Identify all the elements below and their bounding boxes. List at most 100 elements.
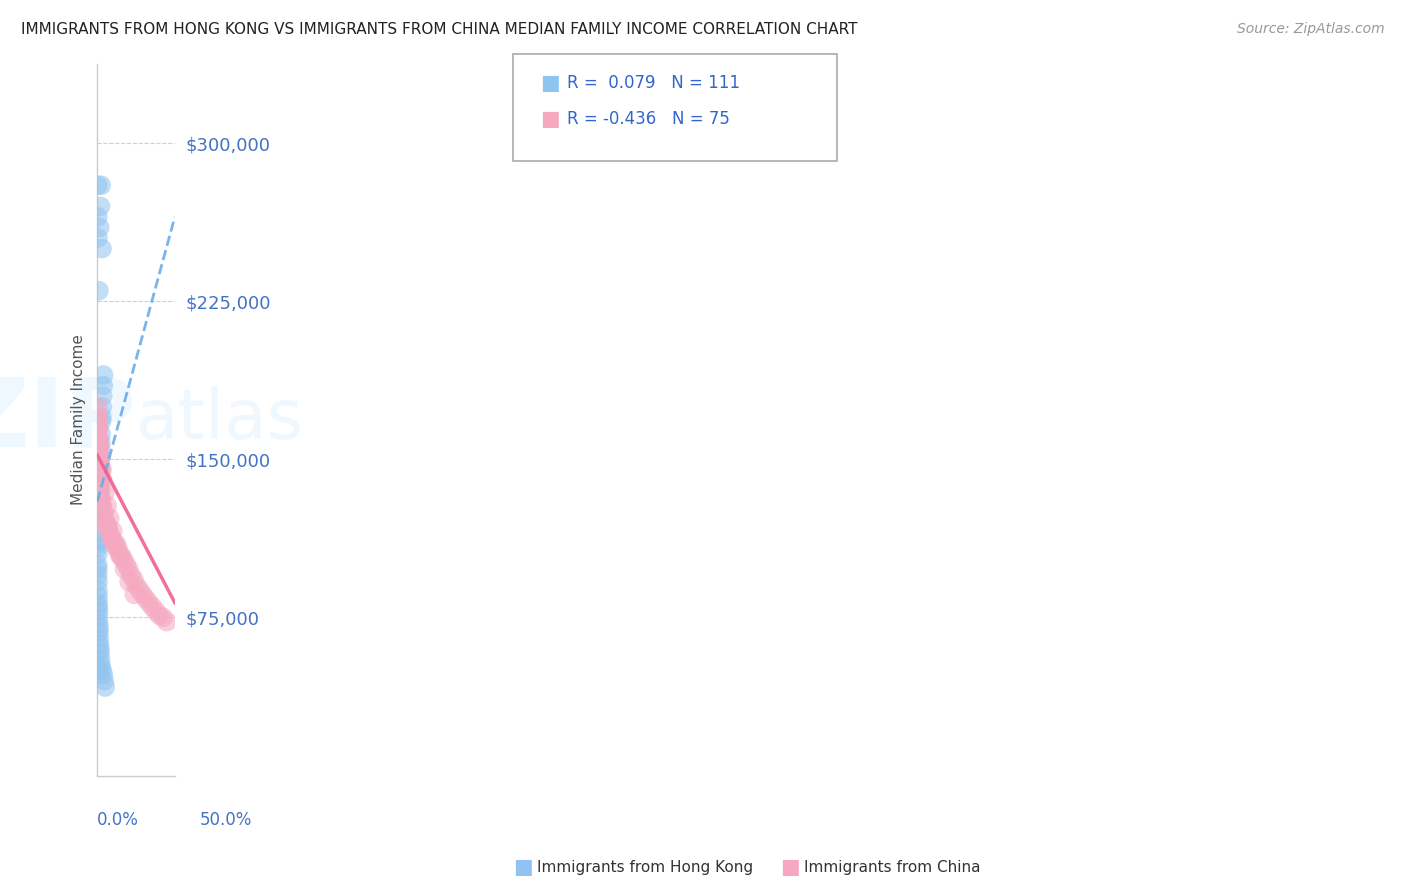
Point — [120, 568, 142, 582]
Point — [87, 463, 110, 477]
Point — [87, 494, 110, 508]
Point — [138, 596, 160, 610]
Point — [118, 574, 141, 589]
Point — [91, 389, 114, 403]
Point — [98, 511, 121, 525]
Point — [87, 562, 110, 576]
Text: ■: ■ — [780, 857, 800, 877]
Point — [93, 505, 115, 519]
Point — [87, 231, 110, 245]
Point — [87, 499, 110, 513]
Text: ■: ■ — [540, 73, 560, 93]
Point — [91, 410, 114, 425]
Text: atlas: atlas — [136, 386, 304, 453]
Point — [86, 541, 108, 555]
Point — [87, 483, 110, 498]
Point — [101, 533, 124, 547]
Text: R =  0.079   N = 111: R = 0.079 N = 111 — [567, 74, 740, 92]
Point — [91, 663, 114, 677]
Point — [86, 452, 108, 467]
Point — [87, 410, 110, 425]
Point — [87, 431, 110, 445]
Point — [87, 463, 110, 477]
Point — [87, 505, 110, 519]
Point — [86, 421, 108, 435]
Point — [89, 448, 111, 462]
Point — [89, 632, 111, 646]
Point — [90, 494, 112, 508]
Point — [87, 483, 110, 498]
Point — [87, 494, 110, 508]
Point — [86, 526, 108, 541]
Point — [87, 457, 110, 471]
Point — [112, 553, 135, 567]
Point — [89, 220, 111, 235]
Point — [89, 477, 111, 491]
Point — [87, 621, 110, 635]
Point — [94, 511, 117, 525]
Point — [87, 421, 110, 435]
Point — [87, 421, 110, 435]
Point — [87, 483, 110, 498]
Point — [86, 499, 108, 513]
Point — [115, 558, 138, 572]
Point — [86, 442, 108, 456]
Text: 50.0%: 50.0% — [200, 811, 252, 830]
Point — [86, 457, 108, 471]
Point — [87, 494, 110, 508]
Point — [87, 616, 110, 631]
Point — [131, 587, 153, 601]
Point — [87, 410, 110, 425]
Point — [89, 477, 111, 491]
Point — [111, 549, 134, 564]
Point — [87, 494, 110, 508]
Text: IMMIGRANTS FROM HONG KONG VS IMMIGRANTS FROM CHINA MEDIAN FAMILY INCOME CORRELAT: IMMIGRANTS FROM HONG KONG VS IMMIGRANTS … — [21, 22, 858, 37]
Point — [90, 499, 112, 513]
Point — [87, 469, 110, 483]
Point — [87, 599, 110, 614]
Point — [87, 477, 110, 491]
Point — [122, 587, 145, 601]
Point — [86, 469, 108, 483]
Point — [90, 427, 112, 442]
Point — [96, 499, 118, 513]
Point — [96, 520, 118, 534]
Point — [87, 463, 110, 477]
Point — [91, 499, 114, 513]
Text: ZIP: ZIP — [0, 374, 136, 467]
Point — [125, 579, 148, 593]
Point — [87, 210, 110, 224]
Point — [117, 562, 139, 576]
Point — [87, 474, 110, 488]
Point — [141, 599, 163, 614]
Point — [86, 463, 108, 477]
Point — [94, 486, 117, 500]
Point — [135, 591, 157, 606]
Point — [89, 477, 111, 491]
Point — [86, 505, 108, 519]
Point — [108, 547, 131, 561]
Point — [89, 477, 111, 491]
Point — [89, 474, 111, 488]
Point — [87, 483, 110, 498]
Point — [89, 469, 111, 483]
Point — [89, 457, 111, 471]
Point — [105, 537, 128, 551]
Point — [86, 558, 108, 572]
Point — [89, 646, 111, 660]
Point — [89, 653, 111, 667]
Point — [107, 541, 129, 555]
Point — [87, 284, 110, 298]
Point — [94, 516, 117, 530]
Point — [87, 505, 110, 519]
Point — [90, 659, 112, 673]
Point — [87, 474, 110, 488]
Point — [91, 463, 114, 477]
Point — [90, 491, 112, 505]
Point — [89, 482, 111, 496]
Point — [91, 474, 114, 488]
Point — [87, 596, 110, 610]
Text: 0.0%: 0.0% — [97, 811, 139, 830]
Point — [98, 526, 121, 541]
Point — [87, 474, 110, 488]
